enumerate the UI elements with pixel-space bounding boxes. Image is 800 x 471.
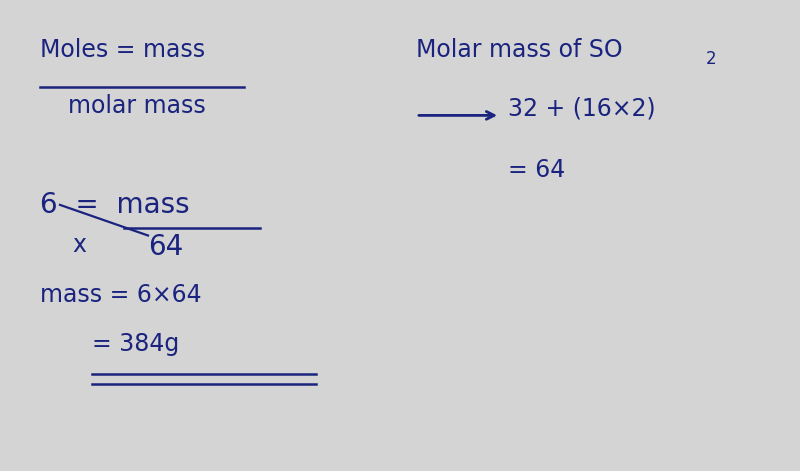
Text: = 384g: = 384g <box>92 332 179 356</box>
Text: mass = 6×64: mass = 6×64 <box>40 283 202 307</box>
Text: Molar mass of SO: Molar mass of SO <box>416 38 622 62</box>
Text: 32 + (16×2): 32 + (16×2) <box>508 97 656 121</box>
Text: Moles = mass: Moles = mass <box>40 38 205 62</box>
Text: 64: 64 <box>148 233 183 261</box>
Text: 2: 2 <box>706 50 716 68</box>
Text: 6  =  mass: 6 = mass <box>40 191 190 219</box>
Text: x: x <box>72 233 86 257</box>
Text: molar mass: molar mass <box>68 94 206 118</box>
Text: = 64: = 64 <box>508 158 566 182</box>
